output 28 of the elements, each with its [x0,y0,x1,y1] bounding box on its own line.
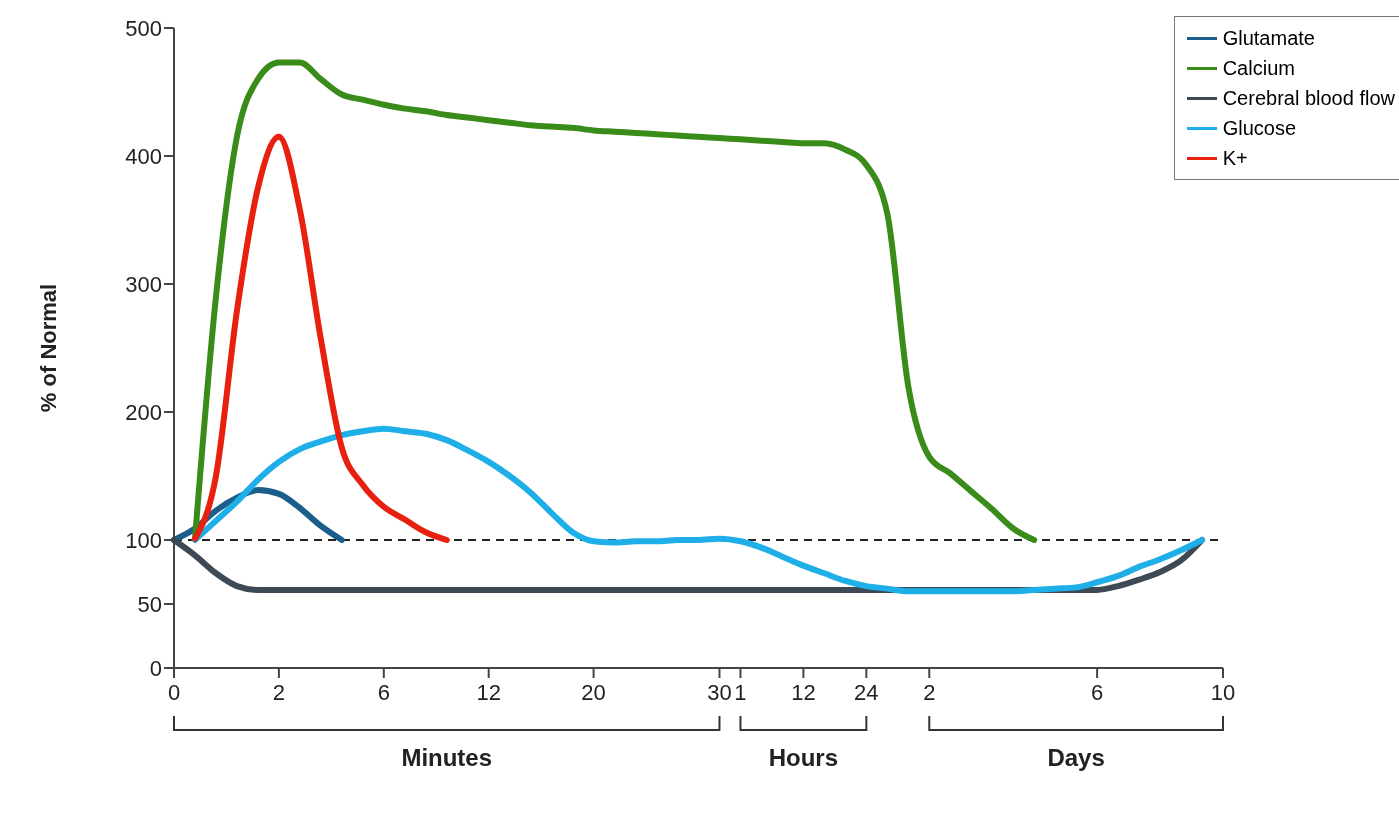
x-tick-label: 1 [734,680,747,705]
y-tick-label: 500 [125,15,162,41]
x-tick-label: 12 [476,680,501,705]
x-tick-label: 2 [923,680,936,705]
x-tick-label: 30 [707,680,732,705]
y-tick-label: 0 [149,655,162,681]
legend-label: Cerebral blood flow [1222,86,1395,111]
legend-label: Calcium [1222,56,1295,81]
text: Minutes [401,744,493,771]
y-tick-label: 200 [125,399,162,425]
text: Days [1047,744,1105,771]
y-tick-label: 50 [137,591,162,617]
x-tick-label: 6 [1090,680,1104,705]
x-tick-label: 20 [581,680,606,705]
x-tick-label: 0 [167,680,181,705]
x-tick-label: 6 [377,680,390,705]
legend-label: K+ [1222,146,1248,171]
y-tick-label: 100 [125,527,162,553]
y-tick-label: 400 [125,143,162,169]
text: Hours [768,744,839,771]
y-axis-title: % of Normal [35,283,61,413]
x-tick-label: 12 [791,680,816,705]
legend-label: Glucose [1222,116,1297,141]
legend-label: Glutamate [1222,26,1315,51]
x-tick-label: 24 [854,680,879,705]
x-tick-label: 10 [1210,680,1236,705]
x-tick-label: 2 [272,680,286,705]
y-tick-label: 300 [125,271,162,297]
